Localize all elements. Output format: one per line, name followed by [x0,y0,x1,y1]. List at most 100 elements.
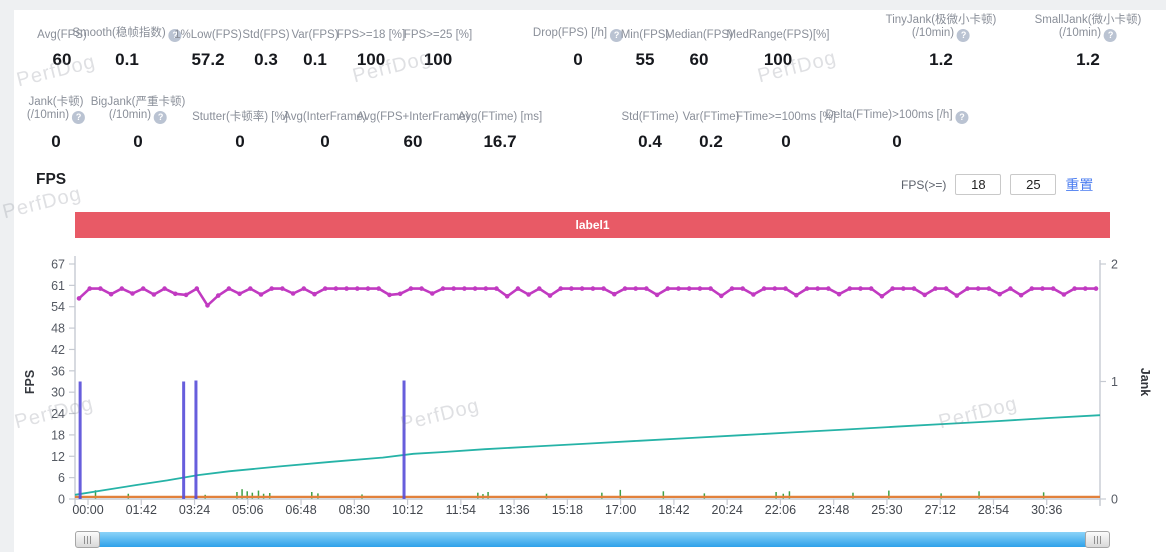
help-icon[interactable]: ? [610,29,624,42]
stat-label: Delta(FTime)>100ms [/h]? [825,96,969,124]
stat-value: 100 [423,50,453,69]
stat-value: 0 [133,132,143,151]
svg-text:6: 6 [58,471,65,485]
svg-text:42: 42 [51,343,65,357]
stat-medrange-fps-%: MedRange(FPS)[%] 100 [727,14,830,70]
fps-threshold-high-input[interactable] [1010,174,1057,195]
stat-label: Smooth(稳帧指数)? [72,14,182,42]
help-icon[interactable]: ? [72,111,86,124]
series-cumulative-trend [74,414,1101,496]
svg-text:Jank: Jank [1138,368,1152,397]
chart-axis-titles: FPS Jank [23,368,1152,397]
stat-ftime>=100ms-%: FTime>=100ms [%] 0 [736,96,836,152]
svg-text:48: 48 [51,322,65,336]
stat-var-fps: Var(FPS) 0.1 [291,14,338,70]
svg-text:12: 12 [51,450,65,464]
stat-value: 0 [892,132,902,151]
svg-text:30:36: 30:36 [1031,503,1062,517]
fps-section-title: FPS [36,171,67,188]
help-icon[interactable]: ? [154,111,168,124]
stat-value: 0.3 [254,50,278,69]
content-panel [14,10,1166,552]
drag-grip-icon [84,535,91,544]
stat-smalljank: SmallJank(微小卡顿) (/10min)? 1.2 [1035,14,1142,70]
fps-threshold-controls: FPS(>=) 重置 [901,174,1093,195]
stat-label: Avg(FPS+InterFrame) [356,111,470,123]
reset-link[interactable]: 重置 [1065,176,1094,193]
series-fps [76,286,1099,308]
stat-label: SmallJank(微小卡顿) (/10min)? [1034,14,1142,42]
svg-text:24: 24 [51,407,65,421]
svg-text:30: 30 [51,386,65,400]
svg-text:20:24: 20:24 [712,503,743,517]
stat-label: 1%Low(FPS) [174,29,242,41]
stat-label: Std(FPS) [242,29,290,41]
stat-value: 55 [635,50,655,69]
stat-std-fps: Std(FPS) 0.3 [242,14,289,70]
stat-avg-fps: Avg(FPS) 60 [37,14,87,70]
stat-value: 0 [51,132,61,151]
chart-range-scrollbar [75,531,1110,548]
svg-text:17:00: 17:00 [605,503,636,517]
drag-grip-icon [1094,535,1101,544]
stat-value: 0 [320,132,330,151]
svg-text:36: 36 [51,364,65,378]
svg-text:61: 61 [51,279,65,293]
scrollbar-right-handle[interactable] [1085,531,1110,548]
scrollbar-left-handle[interactable] [75,531,100,548]
svg-text:00:00: 00:00 [72,503,103,517]
stat-1%low-fps: 1%Low(FPS) 57.2 [174,14,242,70]
stat-drop-fps-h: Drop(FPS) [/h]? 0 [533,14,624,70]
stat-value: 60 [689,50,709,69]
svg-text:05:06: 05:06 [232,503,263,517]
stat-label: Avg(InterFrame) [283,111,367,123]
svg-text:06:48: 06:48 [285,503,316,517]
chart-plot-area[interactable] [75,256,1100,499]
stat-value: 0 [573,50,583,69]
stat-value: 0 [781,132,791,151]
stat-avg-ftime-ms: Avg(FTime) [ms] 16.7 [458,96,542,152]
stat-bigjank: BigJank(严重卡顿) (/10min)? 0 [91,96,186,152]
stat-delta-ftime->100ms-h: Delta(FTime)>100ms [/h]? 0 [825,96,969,152]
stat-stutter-%: Stutter(卡顿率) [%] 0 [192,96,288,152]
stat-label: Std(FTime) [621,111,679,123]
series-tall-spikes [78,380,406,499]
stat-value: 16.7 [483,132,517,151]
stat-label: BigJank(严重卡顿) (/10min)? [90,96,186,124]
help-icon[interactable]: ? [1104,29,1118,42]
stat-fps>=18-%: FPS>=18 [%] 100 [337,14,405,70]
svg-text:08:30: 08:30 [339,503,370,517]
fps-threshold-label: FPS(>=) [901,177,947,192]
label-banner-text: label1 [575,218,610,232]
svg-text:1: 1 [1111,375,1118,389]
help-icon[interactable]: ? [168,29,182,42]
scrollbar-track[interactable] [97,532,1088,547]
svg-text:23:48: 23:48 [818,503,849,517]
stat-std-ftime: Std(FTime) 0.4 [621,96,678,152]
stat-value: 100 [356,50,386,69]
chart-axes: 67 61 54 48 42 36 30 24 18 12 6 0 2 1 0 00:00 01:42 03:24… [51,256,1118,517]
stat-value: 0.1 [303,50,327,69]
stat-label: TinyJank(极微小卡顿) (/10min)? [885,14,997,42]
svg-text:18: 18 [51,428,65,442]
stat-label: Var(FPS) [291,29,339,41]
svg-text:FPS: FPS [23,370,37,394]
stat-smooth: Smooth(稳帧指数)? 0.1 [72,14,182,70]
stat-value: 0.2 [699,132,723,151]
stat-value: 0 [235,132,245,151]
help-icon[interactable]: ? [955,111,969,124]
stat-fps>=25-%: FPS>=25 [%] 100 [404,14,472,70]
stat-label: Avg(FTime) [ms] [457,111,543,123]
svg-text:28:54: 28:54 [978,503,1009,517]
stat-label: Min(FPS) [620,29,670,41]
fps-chart: 67 61 54 48 42 36 30 24 18 12 6 0 2 1 0 00:00 01:42 03:24… [23,256,1152,517]
stat-label: MedRange(FPS)[%] [726,29,830,41]
stat-label: Median(FPS) [665,29,733,41]
svg-text:22:06: 22:06 [765,503,796,517]
help-icon[interactable]: ? [957,29,971,42]
fps-threshold-low-input[interactable] [955,174,1002,195]
svg-text:0: 0 [58,493,65,507]
stat-value: 60 [52,50,72,69]
stat-value: 1.2 [1076,50,1100,69]
stat-jank: Jank(卡顿) (/10min)? 0 [27,96,86,152]
